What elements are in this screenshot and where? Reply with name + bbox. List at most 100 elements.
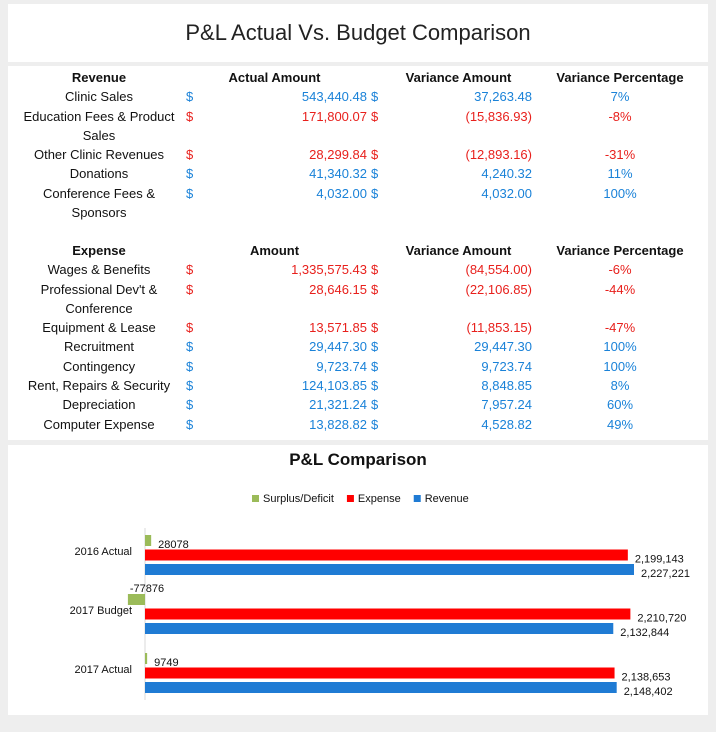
- revenue-table: Revenue Actual Amount Variance Amount Varia…: [16, 68, 708, 222]
- row-label: Recruitment: [63, 339, 135, 355]
- row-label: Wages & Benefits: [47, 262, 151, 278]
- actual-amount: 1,335,575.43: [291, 262, 367, 278]
- header-cell: Actual Amount: [228, 70, 321, 85]
- bar: [145, 549, 628, 561]
- chart: P&L Comparison Surplus/Deficit Expense Rev…: [70, 450, 690, 700]
- category-label: 2017 Budget: [70, 605, 132, 617]
- category-label: 2017 Actual: [75, 664, 133, 676]
- currency: $: [371, 358, 379, 374]
- row-label: Contingency: [62, 358, 136, 374]
- currency: $: [186, 108, 194, 124]
- legend-label: Surplus/Deficit: [263, 493, 334, 505]
- variance-percentage: -6%: [608, 262, 632, 278]
- actual-amount: 13,828.82: [309, 416, 367, 432]
- bar: [145, 535, 152, 546]
- variance-amount: 4,528.82: [481, 416, 532, 432]
- currency: $: [371, 166, 379, 182]
- currency: $: [371, 339, 379, 355]
- currency: $: [186, 166, 194, 182]
- currency: $: [371, 281, 379, 297]
- currency: $: [371, 89, 379, 105]
- row-label: Professional Dev't & Conference: [40, 281, 158, 316]
- row-label: Clinic Sales: [65, 89, 133, 105]
- table-panel: Revenue Actual Amount Variance Amount Varia…: [8, 66, 708, 440]
- value-label: 2,227,221: [641, 568, 690, 580]
- actual-amount: 13,571.85: [309, 320, 367, 336]
- currency: $: [186, 185, 194, 201]
- variance-amount: (12,893.16): [465, 147, 533, 163]
- expense-table: Expense Amount Variance Amount Variance Per…: [16, 241, 708, 434]
- currency: $: [371, 108, 379, 124]
- currency: $: [371, 262, 379, 278]
- header-cell: Variance Amount: [405, 70, 512, 85]
- variance-percentage: 100%: [603, 339, 637, 355]
- actual-amount: 171,800.07: [301, 108, 367, 124]
- variance-percentage: -44%: [604, 281, 636, 297]
- currency: $: [186, 262, 194, 278]
- header-cell: Variance Percentage: [556, 243, 684, 258]
- currency: $: [186, 358, 194, 374]
- variance-percentage: 11%: [607, 166, 633, 182]
- currency: $: [371, 397, 379, 413]
- bar: [145, 623, 614, 634]
- actual-amount: 29,447.30: [309, 339, 367, 355]
- actual-amount: 41,340.32: [309, 166, 367, 182]
- currency: $: [186, 89, 194, 105]
- row-label: Depreciation: [62, 397, 136, 413]
- value-label: 9749: [154, 657, 178, 669]
- variance-percentage: 100%: [603, 185, 637, 201]
- currency: $: [371, 378, 379, 394]
- actual-amount: 21,321.24: [309, 397, 367, 413]
- legend-swatch: [346, 495, 354, 502]
- variance-amount: 8,848.85: [481, 378, 532, 394]
- value-label: -77876: [130, 583, 164, 595]
- variance-percentage: 60%: [606, 397, 634, 413]
- actual-amount: 543,440.48: [301, 89, 367, 105]
- category-label: 2016 Actual: [75, 546, 133, 558]
- value-label: 2,148,402: [624, 686, 673, 698]
- actual-amount: 9,723.74: [316, 358, 367, 374]
- chart-panel: P&L Comparison Surplus/Deficit Expense Rev…: [8, 445, 708, 715]
- variance-amount: 7,957.24: [481, 397, 532, 413]
- variance-percentage: 100%: [603, 358, 637, 374]
- variance-percentage: -31%: [604, 147, 636, 163]
- variance-percentage: 49%: [606, 416, 634, 432]
- legend-swatch: [413, 495, 421, 502]
- currency: $: [371, 147, 379, 163]
- variance-percentage: -47%: [604, 320, 636, 336]
- variance-percentage: -8%: [608, 108, 632, 124]
- variance-amount: (22,106.85): [465, 281, 533, 297]
- legend-label: Expense: [358, 493, 401, 505]
- legend-swatch: [252, 495, 259, 502]
- header-cell: Revenue: [71, 70, 127, 85]
- spacer: [367, 68, 385, 87]
- variance-percentage: 8%: [610, 378, 630, 394]
- actual-amount: 28,646.15: [309, 281, 367, 297]
- variance-amount: 29,447.30: [474, 339, 532, 355]
- variance-amount: 37,263.48: [474, 89, 532, 105]
- header-cell: Variance Amount: [405, 243, 512, 258]
- bar: [145, 682, 617, 693]
- row-label: Donations: [69, 166, 129, 182]
- value-label: 2,210,720: [637, 613, 686, 625]
- bar: [145, 653, 148, 664]
- currency: $: [371, 416, 379, 432]
- value-label: 2,138,653: [622, 672, 671, 684]
- actual-amount: 28,299.84: [309, 147, 367, 163]
- chart-title: P&L Comparison: [289, 450, 427, 469]
- bar: [145, 667, 615, 679]
- row-label: Education Fees & Product Sales: [23, 108, 175, 143]
- currency: $: [186, 416, 194, 432]
- currency: $: [186, 378, 194, 394]
- variance-amount: (84,554.00): [465, 262, 533, 278]
- variance-amount: (15,836.93): [465, 108, 533, 124]
- row-label: Conference Fees & Sponsors: [42, 185, 155, 221]
- variance-amount: 9,723.74: [481, 358, 532, 374]
- value-label: 2,199,143: [635, 554, 684, 566]
- row-label: Other Clinic Revenues: [33, 147, 165, 163]
- currency: $: [371, 185, 379, 201]
- row-label: Computer Expense: [43, 416, 155, 432]
- legend-label: Revenue: [425, 493, 469, 505]
- variance-percentage: 7%: [610, 89, 630, 105]
- bar: [145, 564, 634, 575]
